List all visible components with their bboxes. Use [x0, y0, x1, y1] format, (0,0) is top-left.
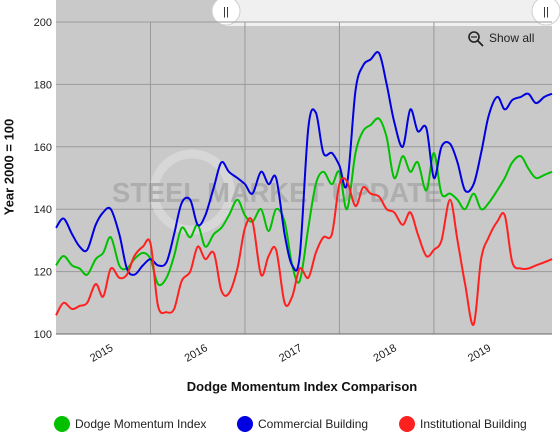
legend-item-1[interactable]: Commercial Building [237, 416, 368, 432]
x-tick-label-1: 2016 [183, 342, 210, 365]
y-tick-label-2: 140 [34, 204, 52, 216]
legend-marker-0 [54, 416, 70, 432]
watermark-ring [149, 149, 235, 235]
navigator-handle-right-grip: || [543, 6, 549, 18]
zoom-icon-handle [477, 40, 484, 47]
x-tick-label-3: 2018 [372, 342, 399, 365]
y-tick-label-4: 180 [34, 79, 52, 91]
y-tick-label-3: 160 [34, 142, 52, 154]
y-tick-label-5: 200 [34, 17, 52, 29]
y-tick-label-1: 120 [34, 267, 52, 279]
y-axis-title: Year 2000 = 100 [1, 119, 16, 216]
show-all-button[interactable]: Show all [468, 31, 534, 47]
legend-marker-2 [399, 416, 415, 432]
legend-label-0: Dodge Momentum Index [75, 417, 206, 431]
series-line-1 [55, 51, 553, 276]
x-tick-label-4: 2019 [466, 342, 493, 365]
y-tick-label-0: 100 [34, 329, 52, 341]
x-tick-label-0: 2015 [88, 342, 115, 365]
series-line-0 [55, 117, 553, 287]
legend: Dodge Momentum Index Commercial Building I… [54, 416, 527, 432]
legend-label-1: Commercial Building [258, 417, 368, 431]
show-all-label[interactable]: Show all [489, 31, 534, 45]
series-group [55, 51, 553, 326]
legend-label-2: Institutional Building [420, 417, 527, 431]
navigator-handle-right[interactable] [531, 0, 560, 26]
navigator-handle-left[interactable] [211, 0, 241, 26]
series-line-2 [55, 177, 553, 326]
x-tick-label-2: 2017 [277, 342, 304, 365]
legend-item-0[interactable]: Dodge Momentum Index [54, 416, 206, 432]
x-axis: 2015 2016 2017 2018 2019 [88, 342, 493, 365]
y-axis: 100 120 140 160 180 200 [34, 17, 52, 341]
legend-marker-1 [237, 416, 253, 432]
navigator-handle-left-grip: || [223, 6, 229, 18]
legend-item-2[interactable]: Institutional Building [399, 416, 527, 432]
zoom-icon [468, 31, 480, 43]
plot-area [56, 0, 552, 334]
chart-title: Dodge Momentum Index Comparison [187, 379, 417, 394]
